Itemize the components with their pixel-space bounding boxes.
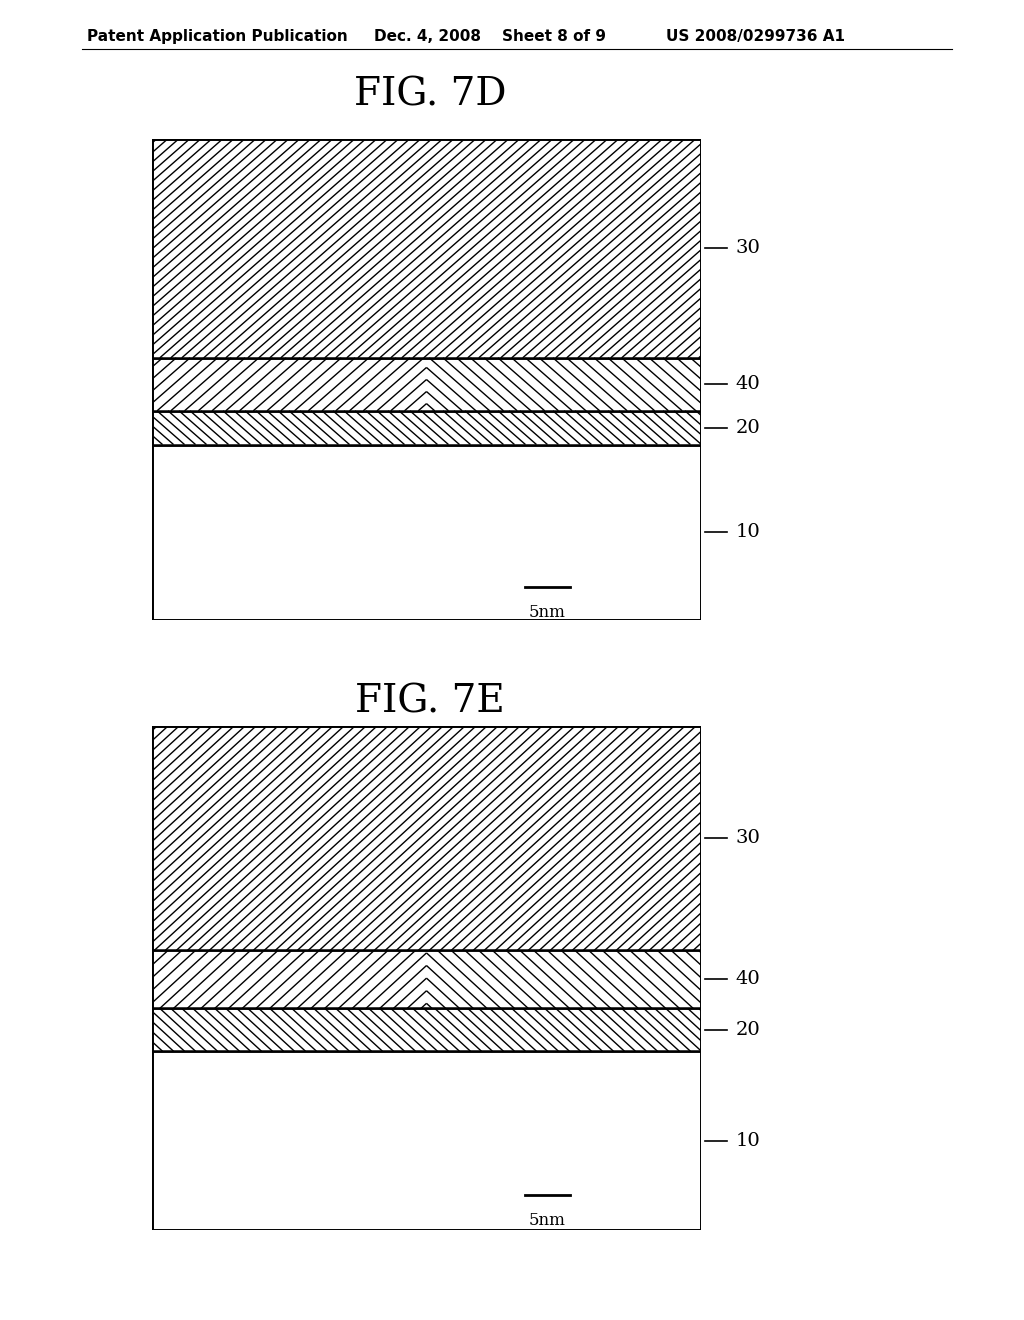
Text: 5nm: 5nm xyxy=(529,603,566,620)
Text: 10: 10 xyxy=(735,1131,760,1150)
Text: 40: 40 xyxy=(735,970,760,989)
Bar xyxy=(152,411,701,445)
Text: Dec. 4, 2008    Sheet 8 of 9: Dec. 4, 2008 Sheet 8 of 9 xyxy=(374,29,606,44)
Text: Patent Application Publication: Patent Application Publication xyxy=(87,29,348,44)
Text: 10: 10 xyxy=(735,524,760,541)
Text: 30: 30 xyxy=(735,829,760,847)
Bar xyxy=(152,950,701,1008)
Bar xyxy=(152,139,701,358)
Text: FIG. 7D: FIG. 7D xyxy=(354,77,506,114)
Bar xyxy=(152,1008,701,1051)
Bar xyxy=(152,1051,701,1230)
Text: 5nm: 5nm xyxy=(529,1212,566,1229)
Text: FIG. 7E: FIG. 7E xyxy=(355,684,505,721)
Bar xyxy=(152,358,701,411)
Bar xyxy=(152,726,701,950)
Bar xyxy=(152,445,701,620)
Text: 30: 30 xyxy=(735,239,760,257)
Text: 20: 20 xyxy=(735,418,760,437)
Text: 40: 40 xyxy=(735,375,760,393)
Text: 20: 20 xyxy=(735,1020,760,1039)
Text: US 2008/0299736 A1: US 2008/0299736 A1 xyxy=(666,29,845,44)
